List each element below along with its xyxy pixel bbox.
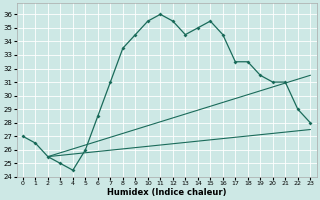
X-axis label: Humidex (Indice chaleur): Humidex (Indice chaleur) (107, 188, 226, 197)
